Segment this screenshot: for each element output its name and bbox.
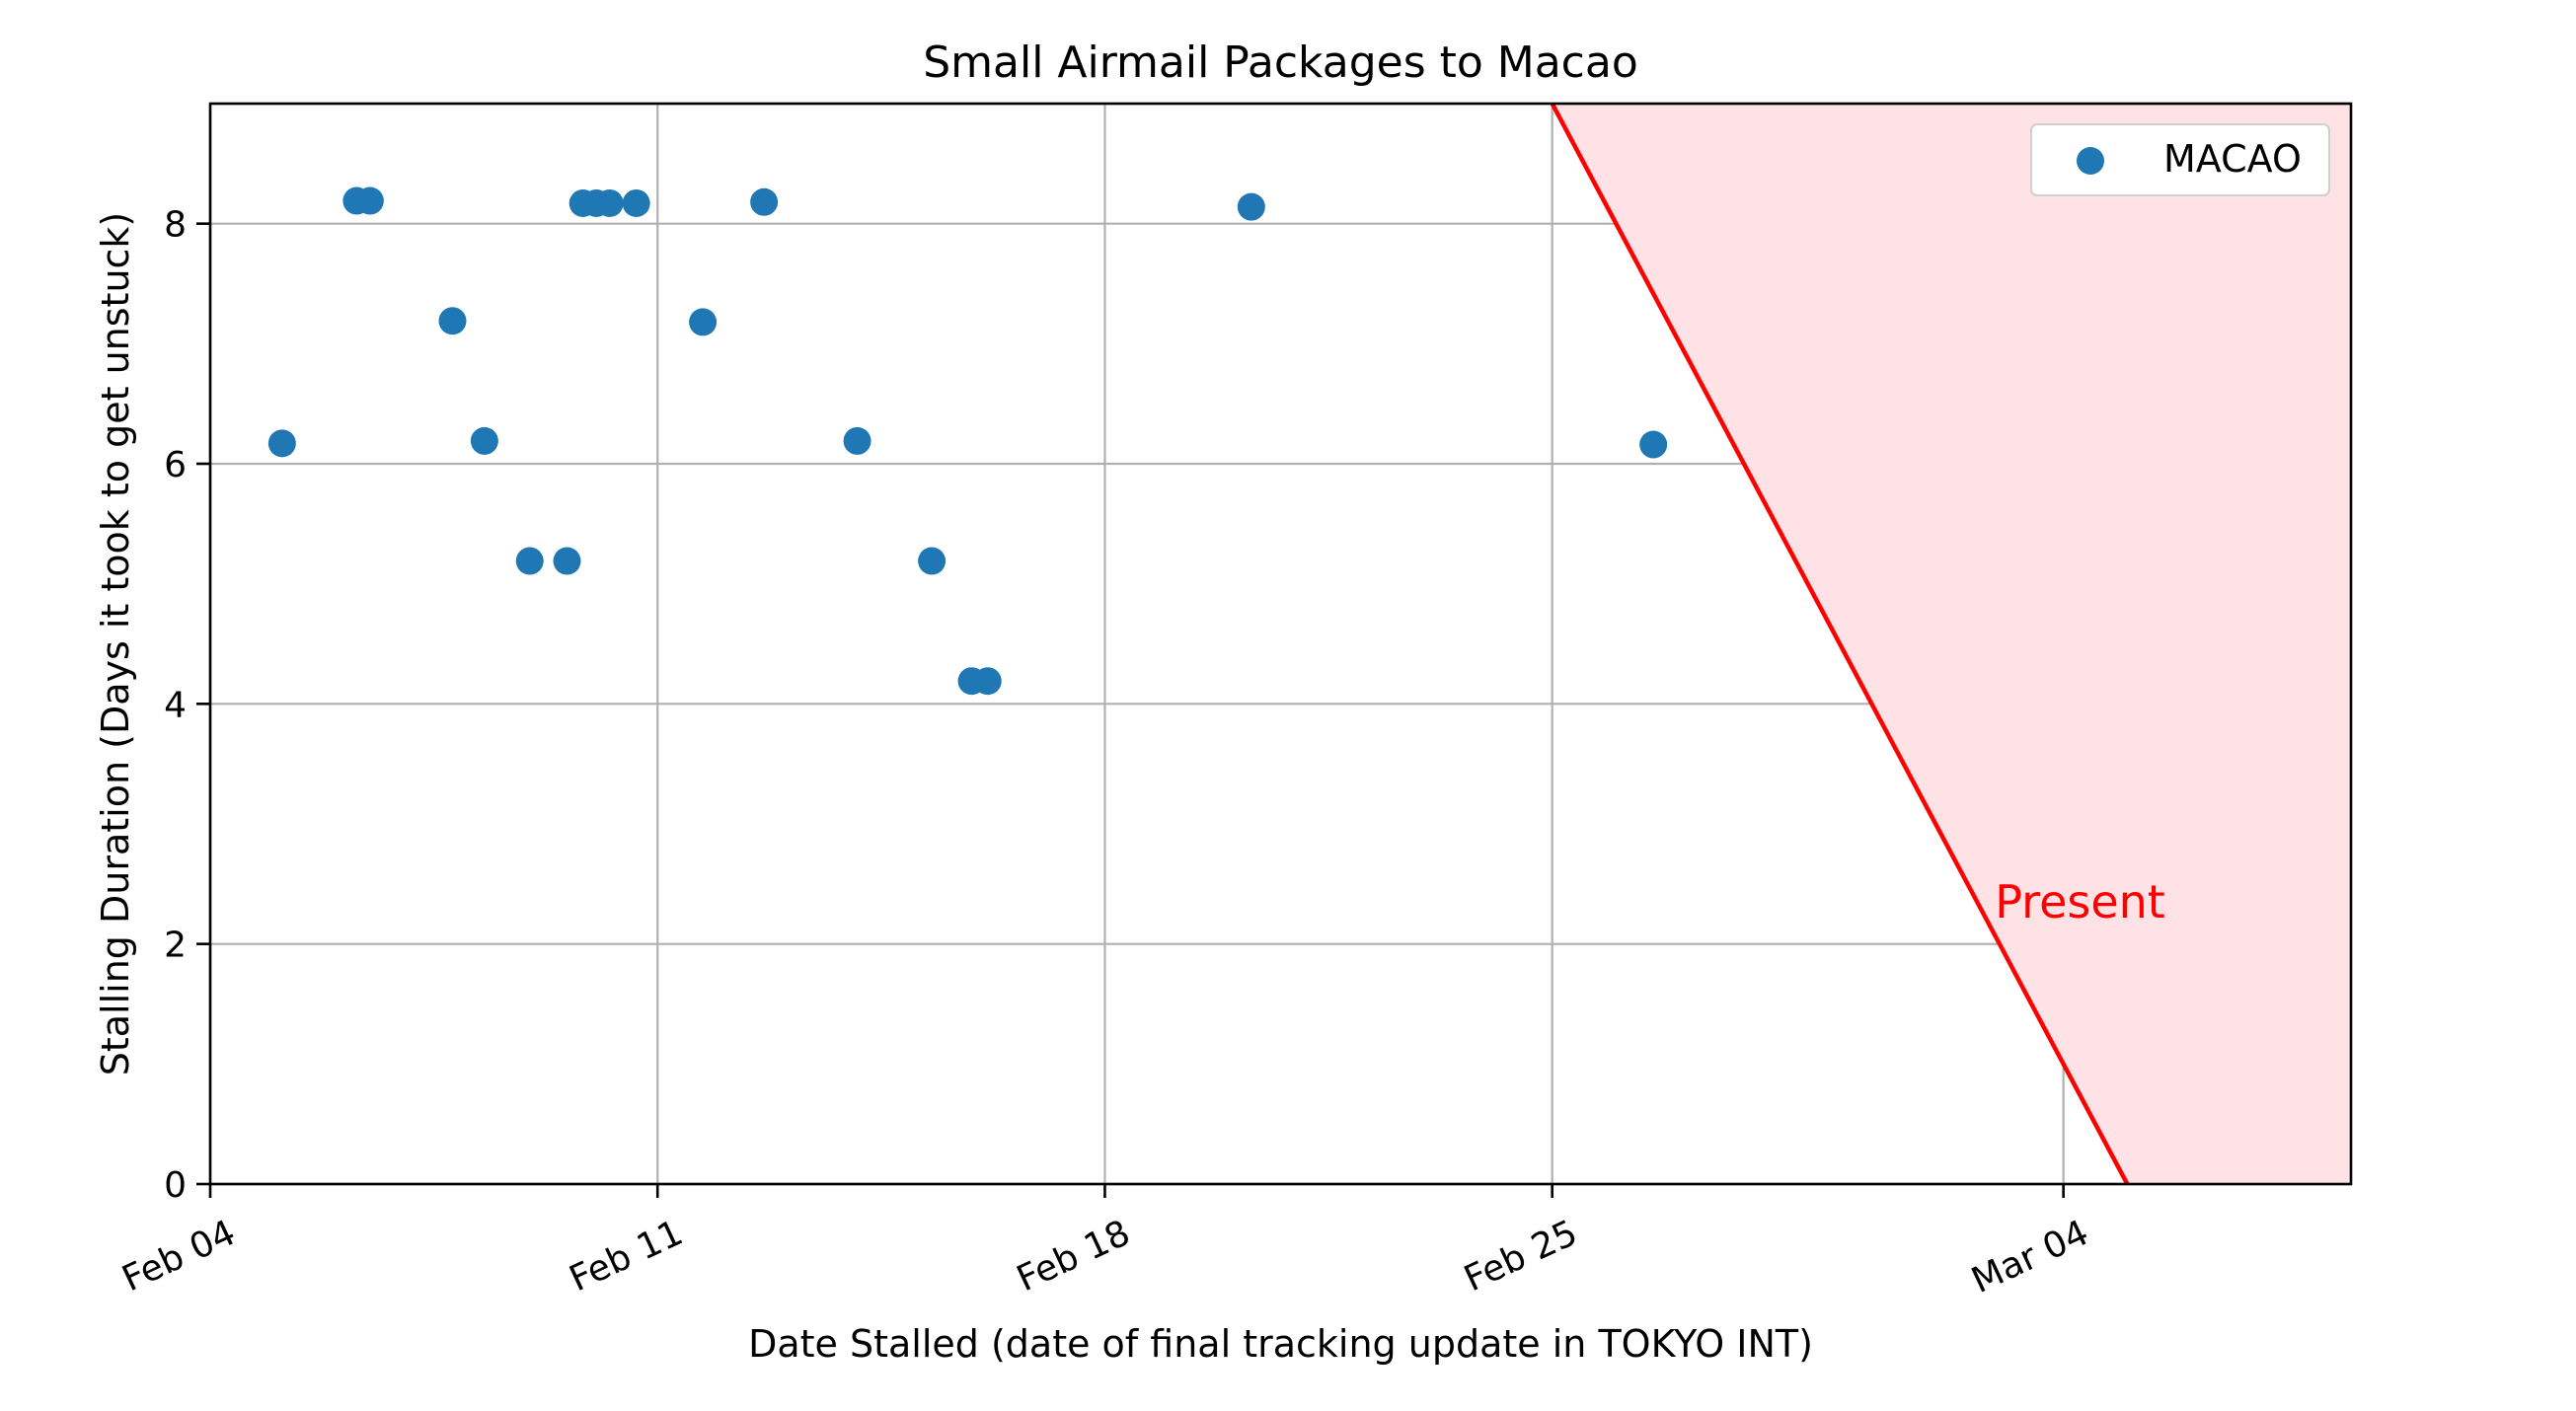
axes-frame <box>208 102 2353 1186</box>
data-point <box>750 187 779 216</box>
legend-label-macao: MACAO <box>2163 137 2302 181</box>
data-points <box>267 186 1668 696</box>
y-tick-label: 0 <box>164 1165 187 1206</box>
present-annotation: Present <box>1995 875 2165 928</box>
legend-box <box>2030 123 2330 196</box>
x-axis-label: Date Stalled (date of final tracking upd… <box>748 1322 1813 1366</box>
y-tick-label: 2 <box>164 926 187 966</box>
data-point <box>595 188 624 217</box>
data-point <box>515 547 544 575</box>
y-axis-label: Stalling Duration (Days it took to get u… <box>94 212 137 1077</box>
plot-frame <box>208 102 2353 1186</box>
data-point <box>1639 430 1668 459</box>
data-point <box>553 547 581 575</box>
x-tick-label: Feb 25 <box>1458 1213 1583 1300</box>
data-point <box>689 308 718 336</box>
present-region <box>1550 104 2351 1184</box>
data-point <box>267 429 296 458</box>
y-axis-ticks: 0 2 4 6 8 <box>164 205 210 1206</box>
data-point <box>973 667 1002 696</box>
chart-title: Small Airmail Packages to Macao <box>923 37 1638 88</box>
y-tick-label: 4 <box>164 685 187 725</box>
y-tick-label: 8 <box>164 205 187 246</box>
data-point <box>622 188 650 217</box>
legend-marker-macao <box>2077 147 2104 175</box>
x-tick-label: Feb 18 <box>1011 1213 1136 1300</box>
x-tick-label: Feb 04 <box>116 1213 242 1300</box>
data-point <box>470 426 498 455</box>
x-tick-label: Feb 11 <box>564 1213 689 1300</box>
data-point <box>918 547 947 575</box>
present-line <box>1550 104 2130 1184</box>
data-point <box>355 186 384 215</box>
y-tick-label: 6 <box>164 445 187 485</box>
x-axis-ticks: Feb 04 Feb 11 Feb 18 Feb 25 Mar 04 <box>116 1184 2095 1301</box>
data-point <box>843 426 871 455</box>
data-point <box>1237 192 1265 221</box>
data-point <box>438 307 467 335</box>
present-shaded-area <box>1552 104 2351 1184</box>
x-tick-label: Mar 04 <box>1966 1213 2095 1301</box>
legend: MACAO <box>2030 123 2330 196</box>
